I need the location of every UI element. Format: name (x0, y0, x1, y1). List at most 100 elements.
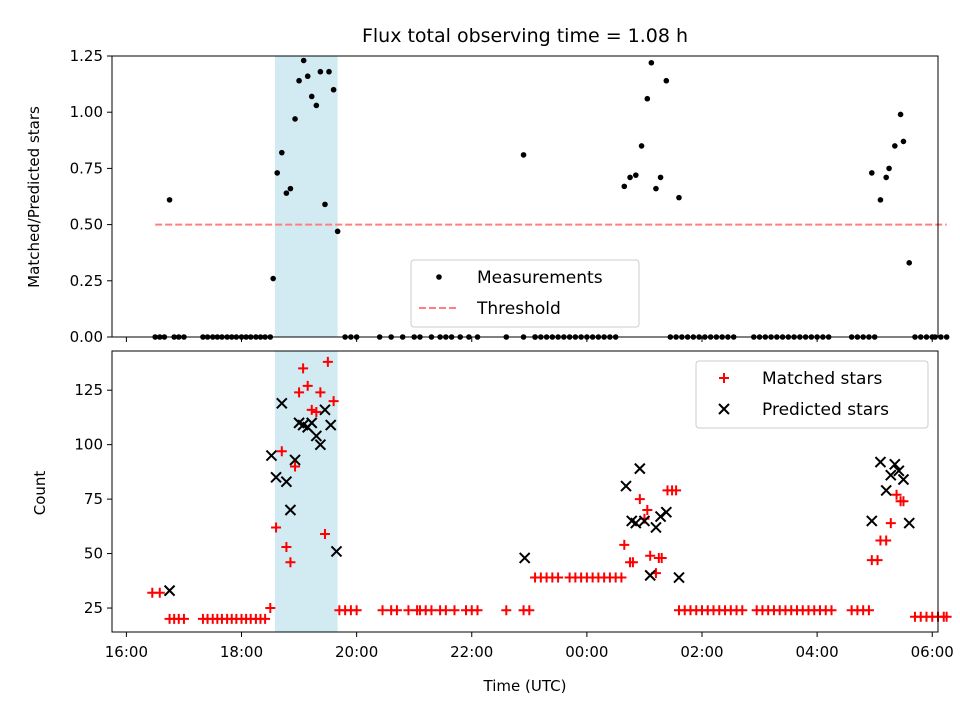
ratio-y-axis-label: Matched/Predicted stars (25, 106, 43, 288)
matched-stars-point (449, 605, 460, 616)
measurement-point (676, 194, 682, 201)
x-tick-label: 22:00 (450, 643, 493, 661)
predicted-stars-point (330, 545, 343, 558)
measurement-point (906, 260, 913, 266)
measurement-point (520, 152, 527, 158)
predicted-stars-point (289, 454, 301, 466)
matched-stars-point (642, 505, 653, 516)
predicted-stars-point (265, 449, 278, 462)
y-tick-label: 25 (84, 599, 103, 617)
matched-stars-point (863, 605, 874, 616)
legend-label: Predicted stars (762, 400, 889, 420)
count-legend: Matched stars Predicted stars (695, 360, 929, 429)
measurement-point (334, 228, 341, 235)
matched-stars-point (671, 485, 682, 496)
axes-frame (111, 55, 939, 338)
matched-stars-point (285, 557, 296, 568)
matched-stars-point (265, 603, 276, 614)
legend-box (410, 259, 640, 328)
measurement-point (644, 95, 651, 102)
matched-stars-point (881, 535, 892, 546)
predicted-stars-point (284, 504, 297, 516)
measurement-point (283, 190, 290, 196)
matched-stars-point (898, 496, 909, 507)
y-tick-label: 1.25 (70, 47, 103, 65)
y-tick-label: 0.50 (70, 216, 103, 234)
predicted-stars-point (519, 552, 531, 564)
measurement-point (877, 197, 884, 203)
matched-stars-point (281, 542, 292, 553)
measurement-point (270, 275, 276, 282)
predicted-stars-point (644, 569, 656, 582)
y-tick-label: 50 (84, 545, 103, 563)
series-predicted-stars (163, 397, 915, 597)
y-tick-label: 0.00 (70, 328, 103, 346)
matched-stars-point (440, 605, 451, 616)
matched-stars-point (619, 539, 630, 550)
matched-stars-point (178, 613, 189, 624)
ratio-plot-area: 0.00 0.25 0.50 0.75 1.00 1.25 (70, 47, 950, 346)
measurement-point (657, 174, 664, 181)
measurement-point (627, 174, 633, 181)
series-measurements (152, 57, 950, 340)
legend-label: Matched stars (762, 369, 882, 389)
y-tick-label: 125 (74, 381, 103, 399)
shaded-observing-span (274, 56, 338, 337)
matched-stars-point (941, 611, 952, 622)
predicted-stars-point (638, 515, 651, 527)
predicted-stars-point (634, 462, 646, 475)
predicted-stars-point (880, 484, 892, 497)
measurement-point (883, 174, 889, 181)
predicted-stars-point (874, 456, 887, 468)
matched-stars-point (426, 605, 437, 616)
measurement-point (330, 86, 337, 93)
predicted-stars-point (630, 517, 642, 529)
measurement-point (943, 334, 950, 340)
measurement-point (897, 111, 904, 118)
count-plot-area: 25 50 75 100 125 16:00 18:00 20:00 22:00 00:00 02:… (74, 350, 954, 661)
measurement-point (308, 93, 315, 100)
predicted-stars-point (866, 515, 878, 527)
predicted-stars-point (314, 438, 327, 451)
matched-stars-point (616, 572, 627, 583)
measurement-point (274, 170, 281, 176)
measurement-point (869, 170, 875, 176)
matched-stars-point (294, 387, 305, 398)
predicted-stars-point (893, 465, 905, 477)
y-tick-label: 0.25 (70, 272, 103, 290)
measurement-point (648, 59, 655, 66)
matched-stars-point (634, 494, 645, 505)
measurement-point (653, 185, 659, 192)
ratio-legend: Measurements Threshold (410, 259, 640, 328)
predicted-stars-point (163, 584, 176, 597)
matched-stars-point (885, 518, 896, 529)
measurement-point (892, 143, 898, 149)
matched-stars-point (298, 363, 309, 374)
predicted-stars-point (310, 430, 323, 442)
ratio-chart-title: Flux total observing time = 1.08 h (362, 25, 688, 47)
matched-stars-point (826, 605, 837, 616)
matched-stars-point (319, 528, 330, 539)
measurement-point (279, 149, 285, 156)
predicted-stars-point (897, 473, 910, 486)
predicted-stars-point (650, 521, 662, 534)
predicted-stars-point (889, 458, 901, 470)
matched-stars-point (553, 572, 564, 583)
legend-x-marker (718, 403, 730, 415)
matched-stars-point (290, 461, 301, 472)
measurement-point (638, 143, 645, 149)
matched-stars-point (260, 613, 271, 624)
matched-stars-point (645, 550, 656, 561)
measurement-point (304, 73, 311, 80)
measurement-point (300, 57, 307, 64)
matched-stars-point (656, 552, 667, 563)
measurement-point (287, 185, 294, 192)
y-tick-label: 1.00 (70, 103, 103, 121)
matched-stars-point (315, 387, 326, 398)
y-tick-label: 0.75 (70, 159, 103, 177)
matched-stars-point (311, 406, 322, 417)
measurement-point (322, 201, 328, 208)
ratio-panel: Flux total observing time = 1.08 h Match… (25, 25, 950, 346)
